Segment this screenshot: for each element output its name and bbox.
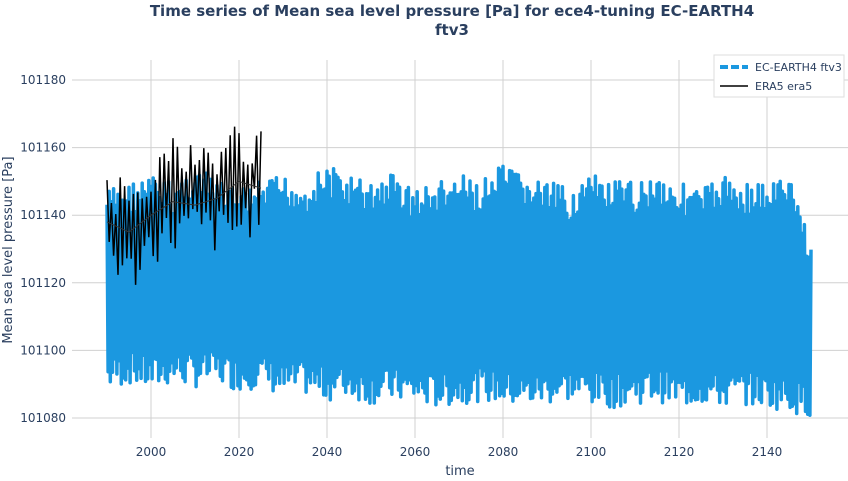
y-axis-label: Mean sea level pressure [Pa] <box>1 156 16 343</box>
series-ec-earth4-ftv3 <box>105 164 813 418</box>
legend-label-ec-earth: EC-EARTH4 ftv3 <box>755 61 842 74</box>
y-tick-label: 101100 <box>20 343 66 357</box>
series-era5 <box>106 126 262 285</box>
chart-title: Time series of Mean sea level pressure [… <box>150 2 754 20</box>
plot-area <box>105 126 813 418</box>
x-tick-label: 2020 <box>224 445 255 459</box>
x-axis-label: time <box>445 464 474 477</box>
x-tick-label: 2060 <box>400 445 431 459</box>
y-tick-label: 101120 <box>20 276 66 290</box>
x-tick-label: 2120 <box>664 445 695 459</box>
y-tick-label: 101080 <box>20 411 66 425</box>
chart-title-line2: ftv3 <box>435 21 469 39</box>
y-tick-label: 101140 <box>20 208 66 222</box>
x-tick-label: 2140 <box>752 445 783 459</box>
y-axis: 101080 101100 101120 101140 101160 101180 <box>20 73 66 425</box>
series-era5-mean <box>106 180 262 233</box>
x-tick-label: 2000 <box>136 445 167 459</box>
x-tick-label: 2080 <box>488 445 519 459</box>
y-tick-label: 101160 <box>20 141 66 155</box>
y-tick-label: 101180 <box>20 73 66 87</box>
legend[interactable]: EC-EARTH4 ftv3 ERA5 era5 <box>713 54 845 98</box>
x-axis: 2000 2020 2040 2060 2080 2100 2120 2140 <box>136 445 783 459</box>
x-tick-label: 2100 <box>576 445 607 459</box>
legend-label-era5: ERA5 era5 <box>755 80 812 93</box>
x-tick-label: 2040 <box>312 445 343 459</box>
